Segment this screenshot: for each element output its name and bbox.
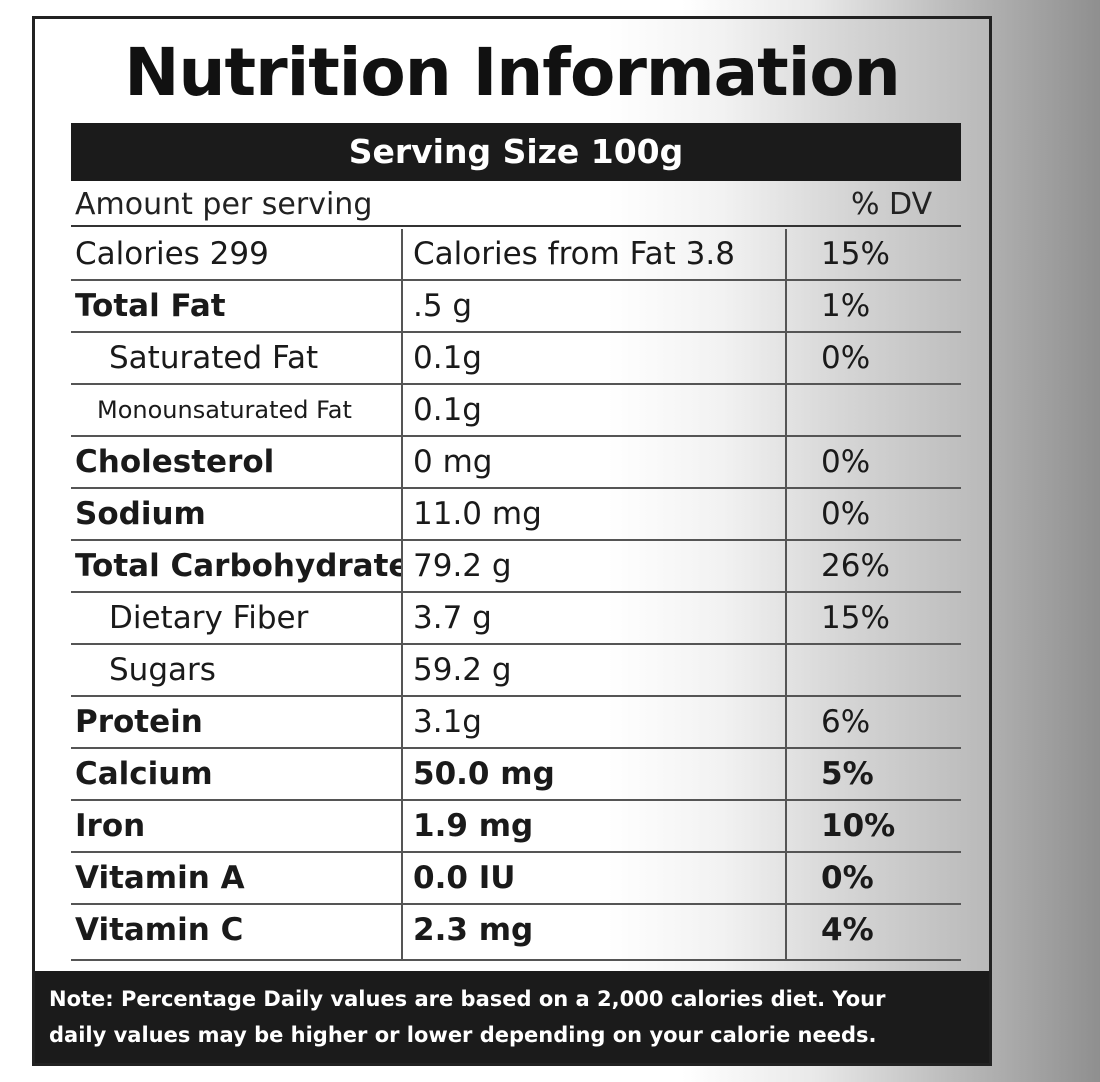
nutrient-name: Sodium	[71, 489, 403, 539]
nutrient-row-total-carbohydrate: Total Carbohydrate 79.2 g 26%	[71, 541, 961, 593]
nutrient-amount: 0.1g	[405, 385, 787, 435]
nutrient-dv: 0%	[821, 340, 871, 376]
nutrient-amount: 0 mg	[405, 437, 787, 487]
nutrient-amount: 1.9 mg	[405, 801, 787, 851]
nutrient-row-vitamin-a: Vitamin A 0.0 IU 0%	[71, 853, 961, 905]
nutrient-name: Iron	[71, 801, 403, 851]
nutrient-name: Vitamin C	[71, 905, 403, 959]
nutrient-name: Total Carbohydrate	[71, 541, 403, 591]
nutrient-amount: 2.3 mg	[405, 905, 787, 959]
nutrient-name: Calcium	[71, 749, 403, 799]
nutrient-row-vitamin-c: Vitamin C 2.3 mg 4%	[71, 905, 961, 961]
nutrient-name: Vitamin A	[71, 853, 403, 903]
nutrient-amount: 0.0 IU	[405, 853, 787, 903]
nutrition-label: Nutrition Information Serving Size 100g …	[32, 16, 992, 1066]
serving-size-bar: Serving Size 100g	[71, 123, 961, 181]
dv-header-label: % DV	[851, 187, 933, 222]
amount-header-row: Amount per serving % DV	[71, 183, 961, 227]
nutrient-row-sugars: Sugars 59.2 g	[71, 645, 961, 697]
nutrient-row-cholesterol: Cholesterol 0 mg 0%	[71, 437, 961, 489]
nutrient-dv: 4%	[821, 912, 874, 948]
nutrient-dv	[787, 385, 961, 435]
nutrient-name: Sugars	[71, 645, 403, 695]
nutrient-name: Protein	[71, 697, 403, 747]
nutrient-amount: 11.0 mg	[405, 489, 787, 539]
nutrient-dv	[787, 645, 961, 695]
note-line-2: daily values may be higher or lower depe…	[49, 1023, 877, 1047]
nutrient-dv: 15%	[821, 236, 890, 272]
label-title: Nutrition Information	[124, 34, 900, 111]
nutrient-dv: 0%	[821, 860, 874, 896]
nutrient-dv: 0%	[821, 496, 871, 532]
nutrient-row-total-fat: Total Fat .5 g 1%	[71, 281, 961, 333]
nutrient-row-protein: Protein 3.1g 6%	[71, 697, 961, 749]
nutrient-row-dietary-fiber: Dietary Fiber 3.7 g 15%	[71, 593, 961, 645]
nutrient-dv: 10%	[821, 808, 896, 844]
nutrient-dv: 15%	[821, 600, 890, 636]
nutrient-row-calories: Calories 299 Calories from Fat 3.8 15%	[71, 229, 961, 281]
nutrient-amount: 50.0 mg	[405, 749, 787, 799]
nutrient-dv: 1%	[821, 288, 871, 324]
nutrient-dv: 0%	[821, 444, 871, 480]
note-line-1: Note: Percentage Daily values are based …	[49, 987, 886, 1011]
amount-per-serving-label: Amount per serving	[75, 187, 373, 222]
nutrient-row-iron: Iron 1.9 mg 10%	[71, 801, 961, 853]
nutrient-name: Monounsaturated Fat	[71, 385, 403, 435]
nutrient-dv: 6%	[821, 704, 871, 740]
nutrient-name: Saturated Fat	[71, 333, 403, 383]
nutrient-dv: 26%	[821, 548, 890, 584]
nutrient-row-calcium: Calcium 50.0 mg 5%	[71, 749, 961, 801]
nutrient-amount: 59.2 g	[405, 645, 787, 695]
nutrient-table: Calories 299 Calories from Fat 3.8 15% T…	[71, 229, 961, 961]
nutrient-name: Total Fat	[71, 281, 403, 331]
nutrient-amount: .5 g	[405, 281, 787, 331]
nutrient-row-sodium: Sodium 11.0 mg 0%	[71, 489, 961, 541]
nutrient-row-monounsaturated-fat: Monounsaturated Fat 0.1g	[71, 385, 961, 437]
nutrient-amount: 3.1g	[405, 697, 787, 747]
nutrient-row-saturated-fat: Saturated Fat 0.1g 0%	[71, 333, 961, 385]
nutrient-name: Calories 299	[71, 229, 403, 279]
nutrient-amount: 3.7 g	[405, 593, 787, 643]
nutrient-amount: 0.1g	[405, 333, 787, 383]
nutrient-name: Dietary Fiber	[71, 593, 403, 643]
nutrient-amount: Calories from Fat 3.8	[405, 229, 787, 279]
daily-value-note: Note: Percentage Daily values are based …	[35, 971, 989, 1063]
nutrient-dv: 5%	[821, 756, 874, 792]
nutrient-name: Cholesterol	[71, 437, 403, 487]
nutrient-amount: 79.2 g	[405, 541, 787, 591]
